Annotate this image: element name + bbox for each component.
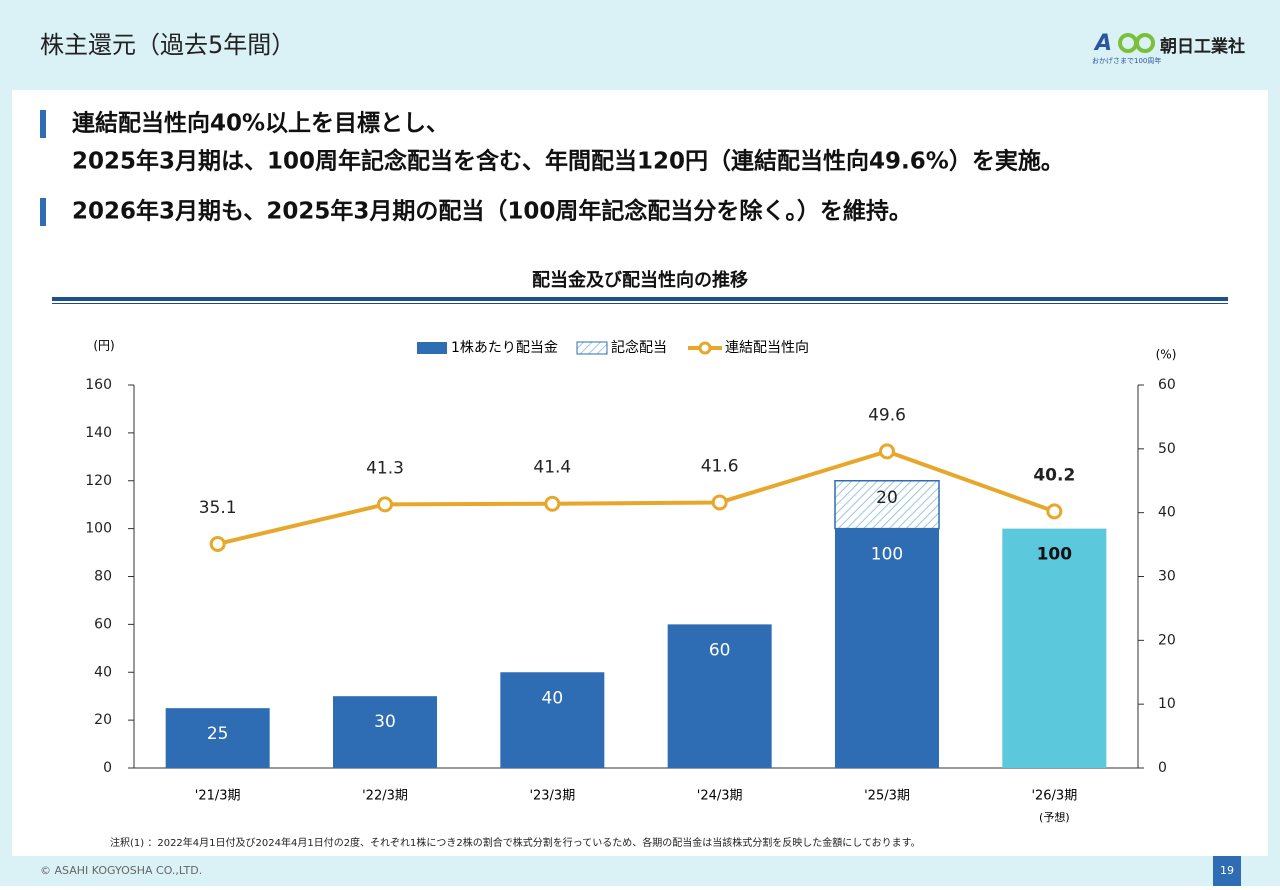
legend-label: 記念配当: [611, 339, 667, 356]
x-tick-label: '24/3期: [697, 789, 743, 804]
bar: [165, 708, 270, 768]
x-tick-label: '21/3期: [195, 789, 241, 804]
logo-name: 朝日工業社: [1160, 36, 1245, 57]
bar-value-label: 60: [709, 640, 731, 660]
legend-label: 1株あたり配当金: [451, 340, 558, 356]
y-tick-label: 100: [85, 521, 112, 537]
bar-value-label: 25: [207, 724, 229, 744]
bar: [333, 696, 437, 768]
bullet-text: 2025年3月期は、100周年記念配当を含む、年間配当120円（連結配当性向49…: [72, 148, 1064, 175]
payout-point: [377, 496, 393, 513]
bullet-text: 連結配当性向40%以上を目標とし、: [72, 110, 449, 137]
y-tick-label: 40: [94, 664, 112, 680]
bullet-marker: [40, 110, 46, 138]
y-tick-label: 60: [94, 616, 112, 632]
chart-title: 配当金及び配当性向の推移: [532, 269, 748, 291]
x-tick-label: '26/3期: [1031, 789, 1077, 804]
bullet-marker: [40, 198, 46, 226]
title-rule: [52, 303, 1228, 304]
x-tick-label: '25/3期: [864, 789, 910, 804]
logo-mark: A: [1093, 31, 1112, 56]
bar-value-label: 100: [1037, 545, 1073, 565]
payout-value-label: 41.3: [366, 458, 404, 478]
legend-swatch: [576, 341, 608, 355]
copyright: © ASAHI KOGYOSHA CO.,LTD.: [40, 864, 202, 877]
payout-point: [209, 535, 226, 552]
bar: [667, 624, 772, 768]
bullets: 連結配当性向40%以上を目標とし、 2025年3月期は、100周年記念配当を含む、…: [40, 110, 1064, 226]
y2-tick-label: 30: [1158, 569, 1176, 585]
chart: 配当金及び配当性向の推移 (円) (%) 0 20 40 60 80 100 120 140 160 0…: [52, 269, 1228, 824]
payout-point: [711, 494, 728, 511]
x-tick-label: '23/3期: [529, 789, 575, 804]
legend-swatch: [417, 342, 447, 354]
payout-value-label: 49.6: [868, 405, 906, 425]
y2-tick-label: 0: [1158, 760, 1167, 776]
y2-axis-label: (%): [1156, 348, 1177, 362]
payout-point: [879, 443, 895, 460]
logo-ring: [1135, 33, 1155, 53]
footnote: 注釈(1) ：2022年4月1日付及び2024年4月1日付の2度、それぞれ1株に…: [110, 836, 921, 849]
y2-tick-label: 40: [1158, 505, 1176, 521]
bullet-text: 2026年3月期も、2025年3月期の配当（100周年記念配当分を除く。）を維持…: [72, 198, 912, 225]
payout-line: [217, 449, 1056, 546]
y2-tick-label: 10: [1158, 696, 1176, 712]
y-tick-label: 80: [94, 569, 112, 585]
payout-point: [1046, 503, 1063, 520]
legend-label: 連結配当性向: [725, 340, 809, 356]
payout-value-label: 41.4: [533, 458, 571, 478]
payout-value-label: 40.2: [1033, 465, 1075, 485]
x-tick-label: '22/3期: [362, 789, 408, 804]
bar: [835, 528, 939, 768]
y2-tick-label: 50: [1158, 441, 1176, 457]
y2-tick-label: 20: [1158, 632, 1176, 648]
y-tick-label: 0: [103, 760, 112, 776]
bar: [500, 672, 605, 768]
slide-title: 株主還元（過去5年間）: [40, 31, 295, 59]
y2-tick-label: 60: [1158, 377, 1176, 393]
y-tick-label: 140: [85, 425, 112, 441]
y-tick-label: 160: [85, 377, 112, 393]
y-axis-label: (円): [93, 339, 114, 353]
y-tick-label: 20: [94, 712, 112, 728]
payout-value-label: 35.1: [199, 498, 237, 518]
commemorative-bar: [834, 480, 940, 530]
page-number: 19: [1220, 864, 1234, 877]
payout-point: [544, 495, 561, 512]
title-rule: [52, 297, 1228, 301]
bar-value-label: 100: [871, 545, 903, 565]
logo-tagline: おかげさまで100周年: [1092, 56, 1161, 65]
page-number-box: [1213, 856, 1241, 886]
bar-value-label: 40: [542, 688, 564, 708]
y-tick-label: 120: [85, 473, 112, 489]
bar-value-label: 30: [374, 712, 396, 732]
x-tick-note: (予想): [1039, 810, 1070, 824]
commemorative-value-label: 20: [876, 488, 898, 508]
payout-value-label: 41.6: [701, 456, 739, 476]
bar: [1002, 528, 1107, 768]
legend-swatch: [698, 341, 712, 355]
